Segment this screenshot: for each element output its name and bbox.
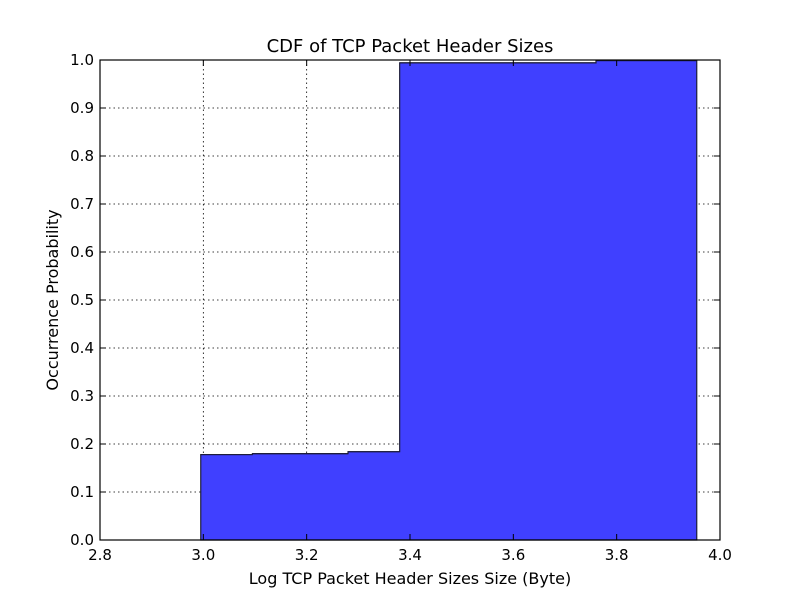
y-tick-label: 0.4 bbox=[70, 339, 94, 357]
y-tick-label: 0.3 bbox=[70, 387, 94, 405]
ticks: 2.8 3.0 3.2 3.4 3.6 3.8 4.0 0.0 0.1 0.2 0.3 0.4 0.5 0… bbox=[70, 51, 732, 564]
x-axis-label: Log TCP Packet Header Sizes Size (Byte) bbox=[249, 569, 571, 588]
y-tick-label: 0.2 bbox=[70, 435, 94, 453]
chart-title: CDF of TCP Packet Header Sizes bbox=[267, 36, 554, 57]
y-tick-label: 0.7 bbox=[70, 195, 94, 213]
x-tick-label: 3.8 bbox=[605, 546, 629, 564]
x-tick-label: 2.8 bbox=[88, 546, 112, 564]
y-tick-label: 0.1 bbox=[70, 483, 94, 501]
y-tick-label: 0.8 bbox=[70, 147, 94, 165]
x-tick-label: 3.0 bbox=[191, 546, 215, 564]
y-tick-label: 0.0 bbox=[70, 531, 94, 549]
x-tick-label: 3.6 bbox=[501, 546, 525, 564]
x-tick-label: 3.4 bbox=[398, 546, 422, 564]
x-tick-label: 4.0 bbox=[708, 546, 732, 564]
series-layer bbox=[200, 59, 698, 541]
y-axis-label: Occurrence Probability bbox=[43, 209, 62, 390]
y-tick-label: 1.0 bbox=[70, 51, 94, 69]
y-tick-label: 0.5 bbox=[70, 291, 94, 309]
y-tick-label: 0.6 bbox=[70, 243, 94, 261]
x-tick-label: 3.2 bbox=[295, 546, 319, 564]
y-tick-label: 0.9 bbox=[70, 99, 94, 117]
cdf-step-area bbox=[200, 59, 698, 541]
